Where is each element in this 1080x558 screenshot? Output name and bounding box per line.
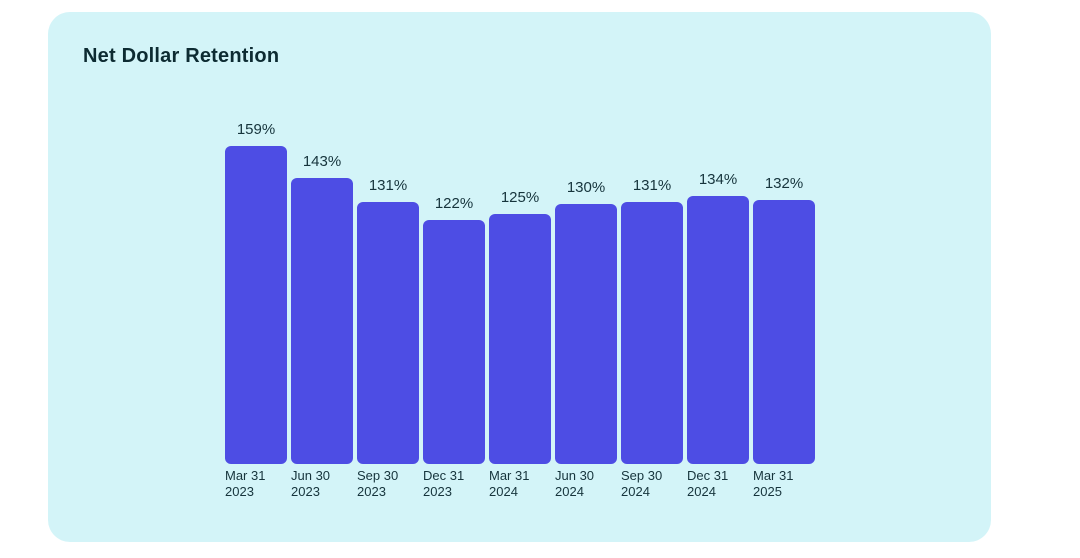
bar-chart: 159% 143% 131% 122% 125% 130% 131% 134% 132% Mar…: [48, 12, 991, 542]
bar: 122%: [423, 195, 485, 464]
bar-value-label: 131%: [368, 177, 408, 194]
x-tick-label: Jun 30 2023: [291, 468, 331, 499]
bar: 131%: [621, 177, 683, 464]
bar: 159%: [225, 121, 287, 464]
bar-value-label: 159%: [236, 121, 276, 138]
x-tick-label: Jun 30 2024: [555, 468, 595, 499]
x-tick-label: Mar 31 2024: [489, 468, 530, 499]
bar-value-label: 143%: [302, 153, 342, 170]
bar-value-label: 125%: [500, 189, 540, 206]
bar-value-label: 132%: [764, 175, 804, 192]
bar: 130%: [555, 179, 617, 464]
bar: 143%: [291, 153, 353, 464]
bar-value-label: 130%: [566, 179, 606, 196]
x-tick-label: Mar 31 2025: [753, 468, 794, 499]
bar-value-label: 122%: [434, 195, 474, 212]
x-tick-label: Sep 30 2024: [621, 468, 663, 499]
chart-title: Net Dollar Retention: [83, 45, 280, 67]
chart-card: Net Dollar Retention 159% 143% 131% 122% 125…: [48, 12, 991, 542]
x-axis-labels: Mar 31 2023 Jun 30 2023 Sep 30 2023 Dec 31 …: [225, 468, 819, 514]
bars-layer: 159% 143% 131% 122% 125% 130% 131% 134% 132%: [225, 121, 819, 464]
bar: 125%: [489, 189, 551, 464]
x-tick-label: Mar 31 2023: [225, 468, 266, 499]
bar-value-label: 131%: [632, 177, 672, 194]
bar: 132%: [753, 175, 815, 464]
bar: 131%: [357, 177, 419, 464]
x-tick-label: Sep 30 2023: [357, 468, 399, 499]
bar: 134%: [687, 171, 749, 464]
x-tick-label: Dec 31 2024: [687, 468, 729, 499]
bar-value-label: 134%: [698, 171, 738, 188]
x-tick-label: Dec 31 2023: [423, 468, 465, 499]
